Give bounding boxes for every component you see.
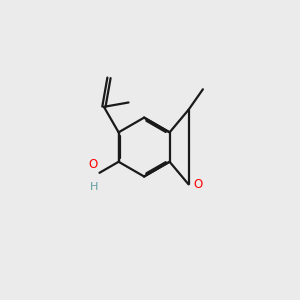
Text: O: O <box>194 178 203 191</box>
Text: H: H <box>90 182 98 192</box>
Text: O: O <box>89 158 98 171</box>
